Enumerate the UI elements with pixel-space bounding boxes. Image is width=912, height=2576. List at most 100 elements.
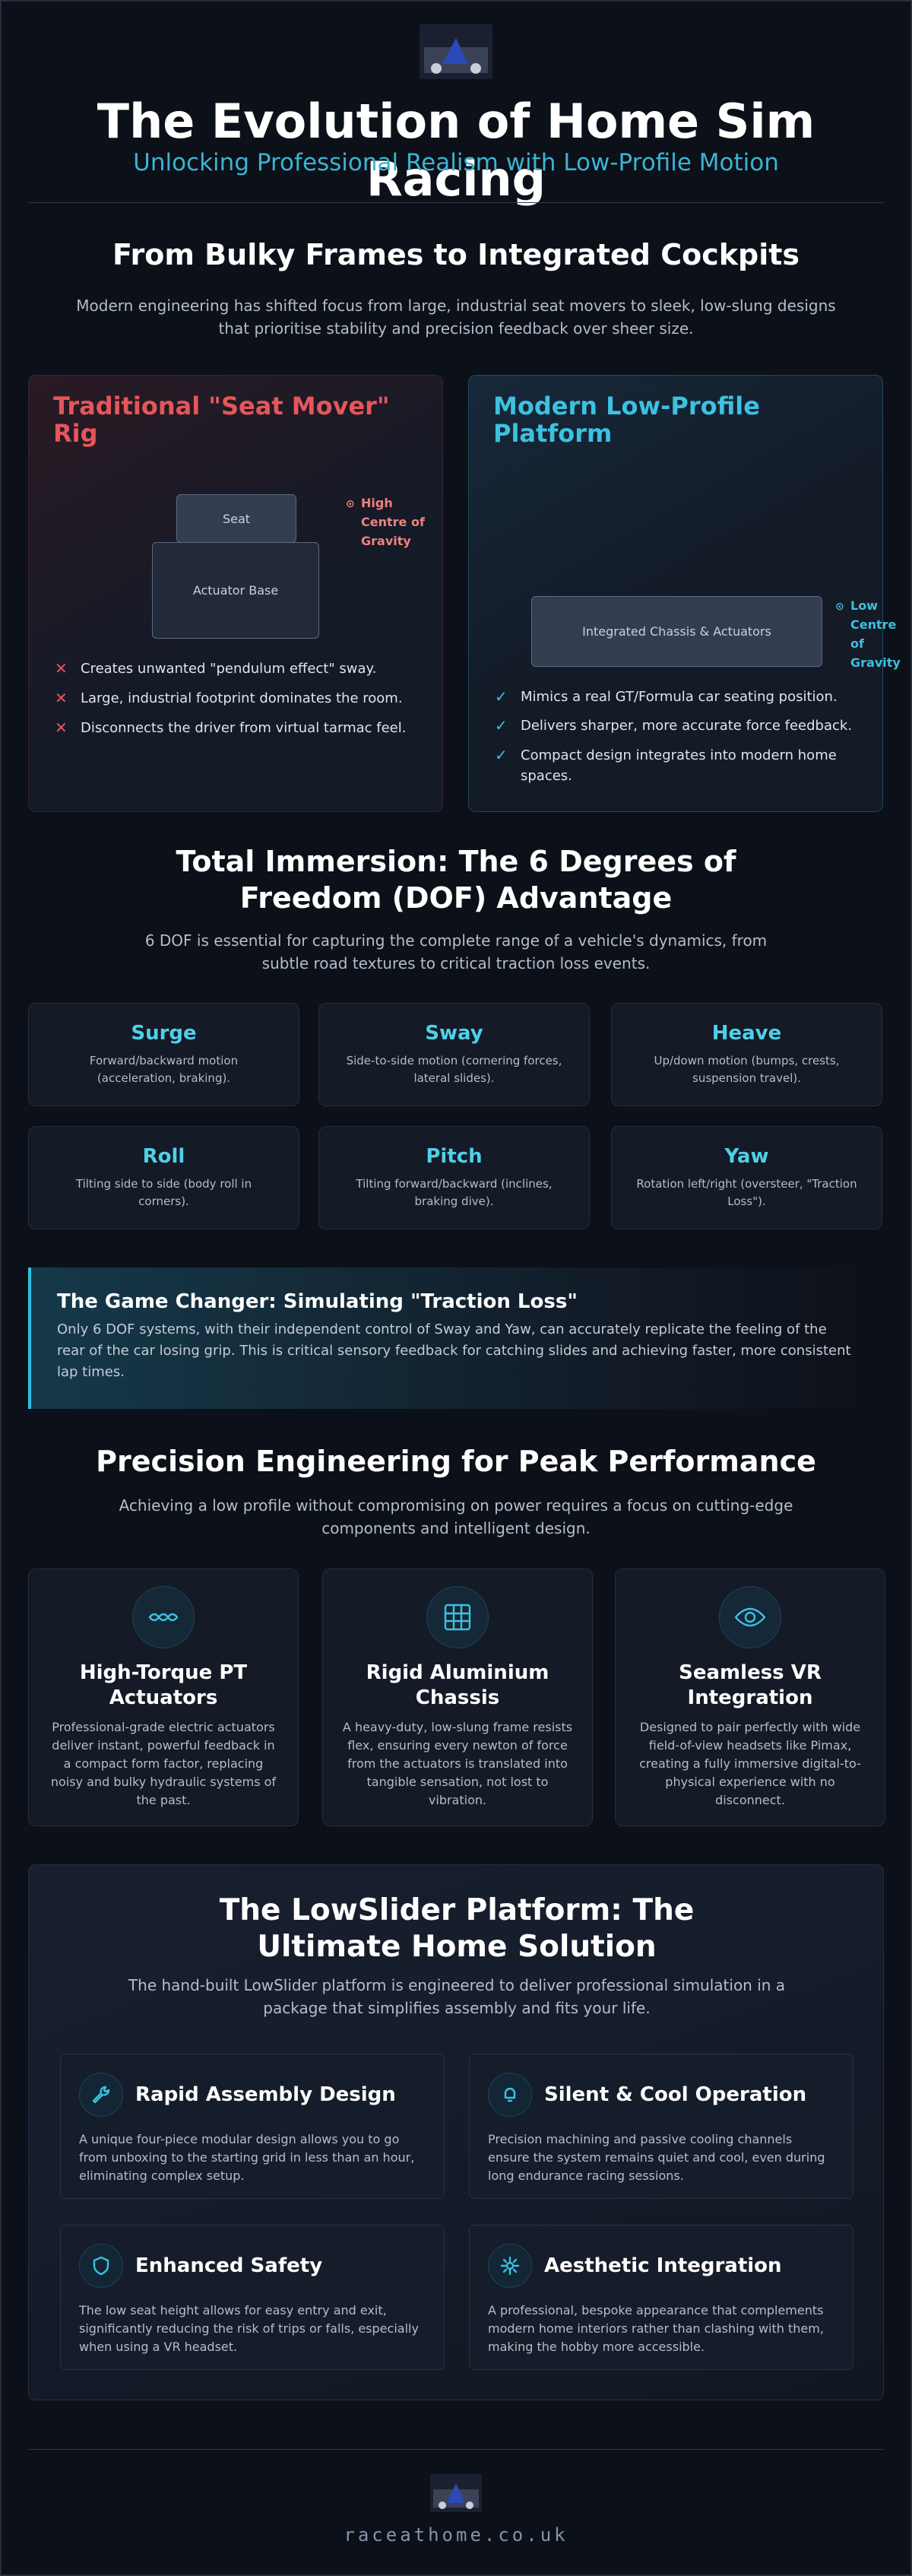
card-title: Modern Low-Profile Platform bbox=[493, 392, 760, 448]
cog-label: ⊙ Low Centre of Gravity bbox=[835, 596, 911, 672]
benefit-title: Rapid Assembly Design bbox=[135, 2083, 396, 2106]
section-title: Precision Engineering for Peak Performan… bbox=[96, 1445, 816, 1478]
dof-desc: Rotation left/right (oversteer, "Tractio… bbox=[636, 1177, 857, 1208]
icon-part bbox=[500, 2256, 520, 2276]
icon-part bbox=[734, 1607, 766, 1627]
icon-part bbox=[92, 2086, 110, 2104]
icon-part bbox=[148, 1613, 179, 1622]
point-icon: ✕ bbox=[55, 719, 68, 737]
icon-part bbox=[470, 63, 481, 74]
traditional-card: Traditional "Seat Mover" Rig Seat Actuat… bbox=[28, 375, 443, 812]
cog-icon: ⊙ bbox=[835, 601, 844, 613]
feature-icon bbox=[132, 1586, 195, 1648]
icon-part bbox=[431, 63, 442, 74]
divider bbox=[28, 2449, 884, 2450]
icon-part bbox=[500, 2256, 520, 2276]
icon-part bbox=[734, 1607, 766, 1627]
benefit-card: Aesthetic Integration A professional, bes… bbox=[469, 2225, 853, 2370]
benefit-text: The low seat height allows for easy entr… bbox=[79, 2303, 419, 2354]
section-intro: Modern engineering has shifted focus fro… bbox=[76, 297, 836, 338]
feature-card: High-Torque PT Actuators Professional-gra… bbox=[28, 1569, 299, 1826]
dof-name: Surge bbox=[131, 1022, 197, 1045]
point: ✕ Disconnects the driver from virtual tar… bbox=[55, 718, 427, 738]
dof-name: Yaw bbox=[724, 1145, 769, 1168]
benefit-card: Enhanced Safety The low seat height allow… bbox=[60, 2225, 445, 2370]
icon-part bbox=[504, 2087, 516, 2102]
dof-card: Sway Side-to-side motion (cornering force… bbox=[318, 1003, 590, 1106]
point-text: Large, industrial footprint dominates th… bbox=[81, 690, 403, 706]
point-icon: ✕ bbox=[55, 689, 68, 707]
icon-part bbox=[93, 2256, 109, 2276]
logo bbox=[420, 24, 492, 79]
icon-part bbox=[148, 1613, 179, 1622]
icon-part bbox=[466, 2501, 473, 2509]
benefit-card: Rapid Assembly Design A unique four-piece… bbox=[60, 2054, 445, 2199]
benefit-icon bbox=[488, 2073, 532, 2117]
chassis-box: Integrated Chassis & Actuators bbox=[531, 596, 822, 667]
benefit-icon bbox=[79, 2244, 123, 2288]
benefit-text: A unique four-piece modular design allow… bbox=[79, 2132, 415, 2183]
dof-card: Yaw Rotation left/right (oversteer, "Trac… bbox=[611, 1126, 882, 1229]
benefit-card: Silent & Cool Operation Precision machini… bbox=[469, 2054, 853, 2199]
dof-name: Sway bbox=[425, 1022, 483, 1045]
point-text: Creates unwanted "pendulum effect" sway. bbox=[81, 661, 377, 677]
feature-text: Designed to pair perfectly with wide fie… bbox=[639, 1720, 861, 1807]
point-text: Mimics a real GT/Formula car seating pos… bbox=[521, 689, 838, 705]
point: ✓ Compact design integrates into modern h… bbox=[495, 745, 867, 786]
icon-part bbox=[442, 38, 468, 64]
benefit-icon bbox=[488, 2244, 532, 2288]
site-url: raceathome.co.uk bbox=[344, 2524, 568, 2546]
feature-icon bbox=[719, 1586, 781, 1648]
dof-name: Roll bbox=[142, 1145, 185, 1168]
icon-part bbox=[504, 2087, 516, 2102]
benefit-title: Enhanced Safety bbox=[135, 2254, 323, 2277]
benefit-text: A professional, bespoke appearance that … bbox=[488, 2303, 824, 2354]
icon-part bbox=[439, 2501, 446, 2509]
icon-part bbox=[444, 1604, 471, 1631]
card-title: Traditional "Seat Mover" Rig bbox=[53, 392, 390, 448]
footer-logo bbox=[430, 2474, 482, 2512]
icon-part bbox=[744, 1611, 756, 1623]
icon-part bbox=[148, 1613, 179, 1622]
point-icon: ✓ bbox=[495, 716, 508, 734]
dof-card: Roll Tilting side to side (body roll in c… bbox=[28, 1126, 299, 1229]
point: ✕ Large, industrial footprint dominates t… bbox=[55, 688, 427, 709]
dof-card: Heave Up/down motion (bumps, crests, susp… bbox=[611, 1003, 882, 1106]
feature-card: Seamless VR Integration Designed to pair … bbox=[615, 1569, 885, 1826]
feature-text: Professional-grade electric actuators de… bbox=[50, 1720, 277, 1807]
callout-title: The Game Changer: Simulating "Traction L… bbox=[57, 1290, 578, 1313]
icon-part bbox=[447, 2483, 465, 2503]
dof-desc: Side-to-side motion (cornering forces, l… bbox=[346, 1054, 562, 1085]
icon-part bbox=[93, 2256, 109, 2276]
section-intro: The hand-built LowSlider platform is eng… bbox=[128, 1976, 786, 2017]
icon-part bbox=[505, 2261, 515, 2270]
section-intro: Achieving a low profile without compromi… bbox=[119, 1496, 793, 1537]
feature-title: Rigid Aluminium Chassis bbox=[366, 1661, 549, 1709]
dof-desc: Forward/backward motion (acceleration, b… bbox=[89, 1054, 239, 1085]
dof-card: Surge Forward/backward motion (accelerati… bbox=[28, 1003, 299, 1106]
section-title: From Bulky Frames to Integrated Cockpits bbox=[112, 238, 800, 271]
feature-title: Seamless VR Integration bbox=[679, 1661, 822, 1709]
icon-part bbox=[92, 2086, 110, 2104]
divider bbox=[28, 202, 884, 203]
modern-card: Modern Low-Profile Platform Integrated C… bbox=[468, 375, 901, 812]
feature-icon bbox=[426, 1586, 489, 1648]
feature-card: Rigid Aluminium Chassis A heavy-duty, low… bbox=[322, 1569, 593, 1826]
icon-part bbox=[444, 1604, 471, 1631]
callout: The Game Changer: Simulating "Traction L… bbox=[28, 1267, 884, 1409]
benefit-title: Aesthetic Integration bbox=[544, 2254, 782, 2277]
dof-desc: Up/down motion (bumps, crests, suspensio… bbox=[654, 1054, 840, 1085]
icon-part bbox=[444, 1604, 471, 1631]
dof-card: Pitch Tilting forward/backward (inclines,… bbox=[318, 1126, 590, 1229]
benefit-text: Precision machining and passive cooling … bbox=[488, 2132, 825, 2183]
feature-text: A heavy-duty, low-slung frame resists fl… bbox=[342, 1720, 573, 1807]
base-box: Actuator Base bbox=[152, 542, 319, 639]
benefit-title: Silent & Cool Operation bbox=[544, 2083, 807, 2106]
seat-box: Seat bbox=[176, 494, 296, 543]
section-intro: 6 DOF is essential for capturing the com… bbox=[144, 931, 768, 972]
cog-text: High Centre of Gravity bbox=[361, 496, 425, 548]
point: ✓ Mimics a real GT/Formula car seating po… bbox=[495, 687, 867, 707]
